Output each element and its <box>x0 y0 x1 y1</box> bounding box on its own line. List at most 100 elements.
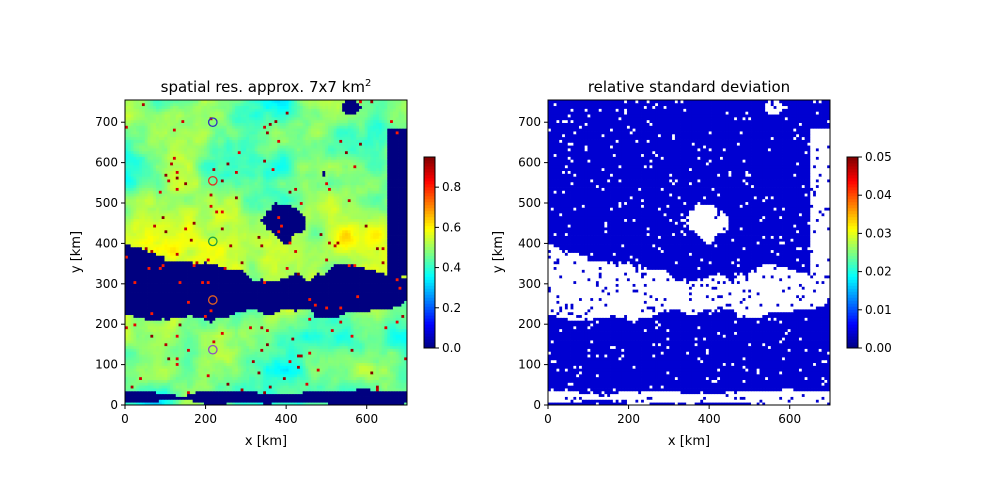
heatmap-cell <box>218 385 222 389</box>
heatmap-cell <box>161 289 165 293</box>
heatmap-cell <box>297 323 301 327</box>
heatmap-cell <box>288 334 292 338</box>
heatmap-cell <box>172 314 177 318</box>
heatmap-cell <box>164 292 168 296</box>
heatmap-cell <box>240 396 244 400</box>
heatmap-cell <box>328 365 332 369</box>
heatmap-cell <box>305 393 309 397</box>
heatmap-cell <box>150 280 154 284</box>
heatmap-cell <box>333 280 337 284</box>
heatmap-cell <box>263 385 267 389</box>
heatmap-cell <box>257 311 261 316</box>
heatmap-cell <box>158 337 163 341</box>
heatmap-cell <box>330 385 335 389</box>
heatmap-cell <box>237 399 242 403</box>
heatmap-cell <box>232 292 236 296</box>
heatmap-cell <box>274 280 278 284</box>
heatmap-cell <box>187 348 191 352</box>
heatmap-cell <box>212 376 216 380</box>
heatmap-cell <box>308 371 312 375</box>
heatmap-cell <box>319 314 323 318</box>
heatmap-cell <box>218 373 222 378</box>
heatmap-cell <box>215 289 219 293</box>
heatmap-cell <box>178 331 182 335</box>
heatmap-cell <box>192 340 196 344</box>
heatmap-cell <box>280 399 284 403</box>
heatmap-cell <box>127 402 132 406</box>
heatmap-cell <box>130 323 134 327</box>
heatmap-cell <box>144 320 148 324</box>
heatmap-cell <box>299 320 304 324</box>
heatmap-cell <box>280 317 284 321</box>
heatmap-cell <box>127 263 132 268</box>
heatmap-cell <box>370 314 374 318</box>
heatmap-cell <box>192 382 196 386</box>
heatmap-cell <box>161 390 165 395</box>
heatmap-cell <box>251 311 256 316</box>
heatmap-cell <box>209 356 213 361</box>
heatmap-cell <box>263 393 267 397</box>
heatmap-cell <box>322 263 326 268</box>
heatmap-cell <box>161 368 165 372</box>
heatmap-cell <box>260 328 264 332</box>
heatmap-cell <box>141 356 146 361</box>
heatmap-cell <box>133 388 137 392</box>
heatmap-cell <box>178 306 182 310</box>
heatmap-cell <box>319 340 323 344</box>
heatmap-cell <box>172 402 177 406</box>
heatmap-cell <box>291 337 295 341</box>
heatmap-cell <box>237 300 242 304</box>
heatmap-cell <box>387 399 391 403</box>
heatmap-cell <box>333 314 337 318</box>
heatmap-cell <box>187 402 191 406</box>
heatmap-cell <box>294 266 298 270</box>
heatmap-cell <box>311 311 315 316</box>
heatmap-cell <box>381 359 385 364</box>
heatmap-cell <box>342 325 346 330</box>
heatmap-cell <box>339 359 343 364</box>
heatmap-cell <box>220 402 225 406</box>
heatmap-cell <box>266 337 270 341</box>
heatmap-cell <box>130 306 134 310</box>
heatmap-cell <box>226 348 230 352</box>
heatmap-cell <box>353 345 357 349</box>
heatmap-cell <box>203 320 208 324</box>
heatmap-cell <box>181 348 185 352</box>
heatmap-cell <box>280 286 284 290</box>
heatmap-cell <box>274 379 278 383</box>
heatmap-cell <box>232 340 236 344</box>
heatmap-cell <box>282 382 287 386</box>
heatmap-cell <box>201 376 205 380</box>
heatmap-cell <box>401 365 405 369</box>
heatmap-cell <box>375 303 380 307</box>
heatmap-cell <box>297 371 301 375</box>
heatmap-cell <box>319 371 323 375</box>
heatmap-cell <box>229 351 233 355</box>
heatmap-cell <box>181 292 185 296</box>
heatmap-cell <box>184 269 188 273</box>
heatmap-cell <box>285 390 289 395</box>
heatmap-cell <box>274 325 278 330</box>
heatmap-cell <box>299 368 304 372</box>
heatmap-cell <box>367 275 371 279</box>
heatmap-cell <box>164 379 168 383</box>
heatmap-cell <box>266 342 270 347</box>
heatmap-cell <box>212 286 216 290</box>
heatmap-cell <box>285 376 289 380</box>
heatmap-cell <box>325 396 329 400</box>
heatmap-cell <box>282 371 287 375</box>
heatmap-cell <box>156 379 160 383</box>
heatmap-cell <box>127 331 132 335</box>
heatmap-cell <box>206 314 210 318</box>
heatmap-cell <box>378 314 383 318</box>
heatmap-cell <box>172 340 177 344</box>
heatmap-cell <box>313 351 318 355</box>
heatmap-cell <box>373 297 377 301</box>
heatmap-cell <box>302 376 306 380</box>
heatmap-cell <box>373 356 377 361</box>
heatmap-cell <box>350 289 354 293</box>
heatmap-cell <box>378 334 383 338</box>
heatmap-cell <box>187 373 191 378</box>
heatmap-cell <box>288 385 292 389</box>
heatmap-cell <box>229 269 233 273</box>
